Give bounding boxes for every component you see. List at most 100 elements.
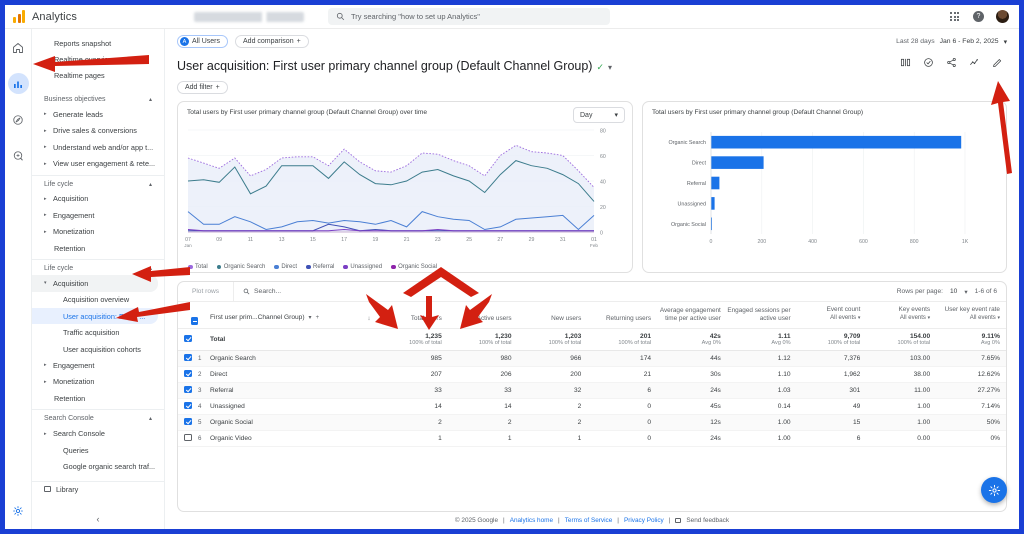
apps-grid-icon[interactable]: [948, 10, 961, 23]
sidebar-item-queries[interactable]: Queries: [32, 442, 158, 458]
select-all-header[interactable]: [178, 302, 198, 329]
row-checkbox[interactable]: [184, 353, 192, 362]
row-checkbox[interactable]: [184, 369, 192, 378]
row-dimension[interactable]: Referral: [210, 382, 360, 399]
column-header-user-key-event-rate[interactable]: User key event rate All events ▾: [936, 302, 1006, 329]
sidebar-item-search-console[interactable]: ▸ Search Console: [32, 425, 158, 441]
column-header-new-users[interactable]: New users: [517, 302, 588, 329]
table-row[interactable]: 3 Referral 33 33 32 6 24s 1.03 301 11.00 27.27%: [178, 382, 1006, 399]
column-header-key-events[interactable]: Key events All events ▾: [866, 302, 937, 329]
sidebar-item-engagement[interactable]: ▸ Engagement: [32, 357, 158, 373]
row-checkbox[interactable]: [184, 385, 192, 394]
row-checkbox-cell[interactable]: [178, 382, 198, 399]
brand-area[interactable]: Analytics: [5, 10, 180, 23]
row-checkbox[interactable]: [184, 433, 192, 442]
sidebar-item-user-acquisition-cohorts[interactable]: User acquisition cohorts: [32, 341, 158, 357]
dimension-header[interactable]: First user prim...Channel Group) ▾ +: [210, 302, 360, 329]
legend-item-unassigned[interactable]: Unassigned: [343, 264, 382, 270]
sidebar-section-business-objectives[interactable]: Business objectives ▴: [32, 90, 164, 106]
legend-item-organic-search[interactable]: Organic Search: [216, 264, 265, 270]
rail-item-admin[interactable]: [8, 500, 29, 521]
column-header-total-users[interactable]: Total users: [378, 302, 448, 329]
sidebar-item-understand-web-and-or-app-t[interactable]: ▸ Understand web and/or app t...: [32, 139, 158, 155]
granularity-select[interactable]: Day ▾: [573, 107, 625, 123]
sidebar-item-acquisition[interactable]: ▾ Acquisition: [32, 275, 158, 292]
column-header-engaged-sessions-per-active-user[interactable]: Engaged sessions per active user: [726, 302, 797, 329]
row-dimension[interactable]: Direct: [210, 366, 360, 383]
row-checkbox-cell[interactable]: [178, 430, 198, 447]
row-checkbox-cell[interactable]: [178, 328, 198, 351]
column-header-returning-users[interactable]: Returning users: [587, 302, 658, 329]
legend-item-direct[interactable]: Direct: [274, 264, 297, 270]
row-dimension[interactable]: Organic Video: [210, 430, 360, 447]
sidebar-item-retention[interactable]: Retention: [32, 240, 158, 256]
sort-header[interactable]: ↓: [360, 302, 378, 329]
sidebar-item-generate-leads[interactable]: ▸ Generate leads: [32, 106, 158, 122]
sidebar-item-view-user-engagement-rete[interactable]: ▸ View user engagement & rete...: [32, 155, 158, 171]
table-row[interactable]: 6 Organic Video 1 1 1 0 24s 1.00 6 0.00 0%: [178, 430, 1006, 447]
row-dimension[interactable]: Unassigned: [210, 398, 360, 415]
share-icon[interactable]: [946, 57, 957, 68]
rail-item-home[interactable]: [8, 37, 29, 58]
edit-pencil-icon[interactable]: [992, 57, 1003, 68]
legend-item-organic-social[interactable]: Organic Social: [391, 264, 437, 270]
rows-per-page-value[interactable]: 10: [949, 288, 958, 295]
sidebar-item-user-acquisition-f-er[interactable]: User acquisition: F... er ...: [32, 308, 158, 325]
table-row[interactable]: 1 Organic Search 985 980 966 174 44s 1.12 7,376 1…: [178, 350, 1006, 367]
sidebar-item-realtime-overview[interactable]: Realtime overview: [32, 51, 158, 67]
footer-link-privacy[interactable]: Privacy Policy: [623, 517, 664, 524]
sidebar-section-life-cycle[interactable]: Life cycle ▴: [32, 259, 164, 275]
row-checkbox-cell[interactable]: [178, 398, 198, 415]
sidebar-item-monetization[interactable]: ▸ Monetization: [32, 374, 158, 390]
add-filter-button[interactable]: Add filter +: [177, 81, 228, 94]
plot-rows-button[interactable]: Plot rows: [178, 282, 234, 301]
sidebar-item-monetization[interactable]: ▸ Monetization: [32, 224, 158, 240]
sidebar-item-engagement[interactable]: ▸ Engagement: [32, 207, 158, 223]
sidebar-section-search-console[interactable]: Search Console ▴: [32, 409, 164, 425]
table-search-input[interactable]: Search...: [234, 288, 281, 295]
column-header-event-count[interactable]: Event count All events ▾: [796, 302, 867, 329]
rail-item-advertising[interactable]: [8, 145, 29, 166]
footer-link-analytics-home[interactable]: Analytics home: [509, 517, 554, 524]
sidebar-item-acquisition-overview[interactable]: Acquisition overview: [32, 292, 158, 308]
legend-item-referral[interactable]: Referral: [306, 264, 334, 270]
column-header-active-users[interactable]: Active users: [447, 302, 518, 329]
sidebar-collapse-button[interactable]: ‹: [96, 514, 100, 524]
row-checkbox[interactable]: [184, 417, 192, 426]
trend-icon[interactable]: [969, 57, 980, 68]
account-selector-blurred[interactable]: [194, 11, 304, 22]
title-chevron-down-icon[interactable]: ▾: [608, 63, 613, 72]
all-users-chip[interactable]: A All Users: [177, 35, 229, 48]
row-dimension[interactable]: Organic Social: [210, 414, 360, 431]
table-row[interactable]: 2 Direct 207 206 200 21 30s 1.10 1,962 38.00 12.62…: [178, 366, 1006, 383]
sidebar-item-acquisition[interactable]: ▸ Acquisition: [32, 191, 158, 207]
sidebar-item-traffic-acquisition[interactable]: Traffic acquisition: [32, 324, 158, 340]
chevron-down-icon[interactable]: ▾: [964, 288, 968, 296]
rail-item-explore[interactable]: [8, 109, 29, 130]
column-header-average-engagement-time-per-active-user[interactable]: Average engagement time per active user: [657, 302, 727, 329]
rail-item-reports[interactable]: [7, 73, 29, 94]
compare-icon[interactable]: [900, 57, 911, 68]
row-checkbox-cell[interactable]: [178, 350, 198, 367]
table-row[interactable]: 5 Organic Social 2 2 2 0 12s 1.00 15 1.00 50%: [178, 414, 1006, 431]
sidebar-item-reports-snapshot[interactable]: Reports snapshot: [32, 35, 158, 51]
sidebar-item-retention[interactable]: Retention: [32, 390, 158, 406]
select-all-checkbox[interactable]: [190, 317, 198, 325]
send-feedback-label[interactable]: Send feedback: [686, 517, 730, 524]
sidebar-section-life-cycle[interactable]: Life cycle ▴: [32, 174, 164, 191]
sidebar-item-realtime-pages[interactable]: Realtime pages: [32, 68, 158, 84]
insights-icon[interactable]: [923, 57, 934, 68]
date-range-selector[interactable]: Last 28 days Jan 6 - Feb 2, 2025 ▾: [896, 38, 1007, 46]
sidebar-item-google-organic-search-traf[interactable]: Google organic search traf...: [32, 458, 158, 474]
assistant-fab[interactable]: [981, 477, 1007, 503]
row-dimension[interactable]: Organic Search: [210, 350, 360, 367]
row-checkbox[interactable]: [184, 334, 192, 342]
legend-item-total[interactable]: Total: [188, 264, 208, 270]
sidebar-item-library[interactable]: Library: [32, 480, 164, 497]
search-input[interactable]: Try searching "how to set up Analytics": [328, 8, 610, 25]
row-checkbox[interactable]: [184, 401, 192, 410]
sidebar-item-drive-sales-conversions[interactable]: ▸ Drive sales & conversions: [32, 123, 158, 139]
row-checkbox-cell[interactable]: [178, 414, 198, 431]
add-comparison-button[interactable]: Add comparison +: [235, 35, 309, 48]
table-row[interactable]: 4 Unassigned 14 14 2 0 45s 0.14 49 1.00 7.14%: [178, 398, 1006, 415]
